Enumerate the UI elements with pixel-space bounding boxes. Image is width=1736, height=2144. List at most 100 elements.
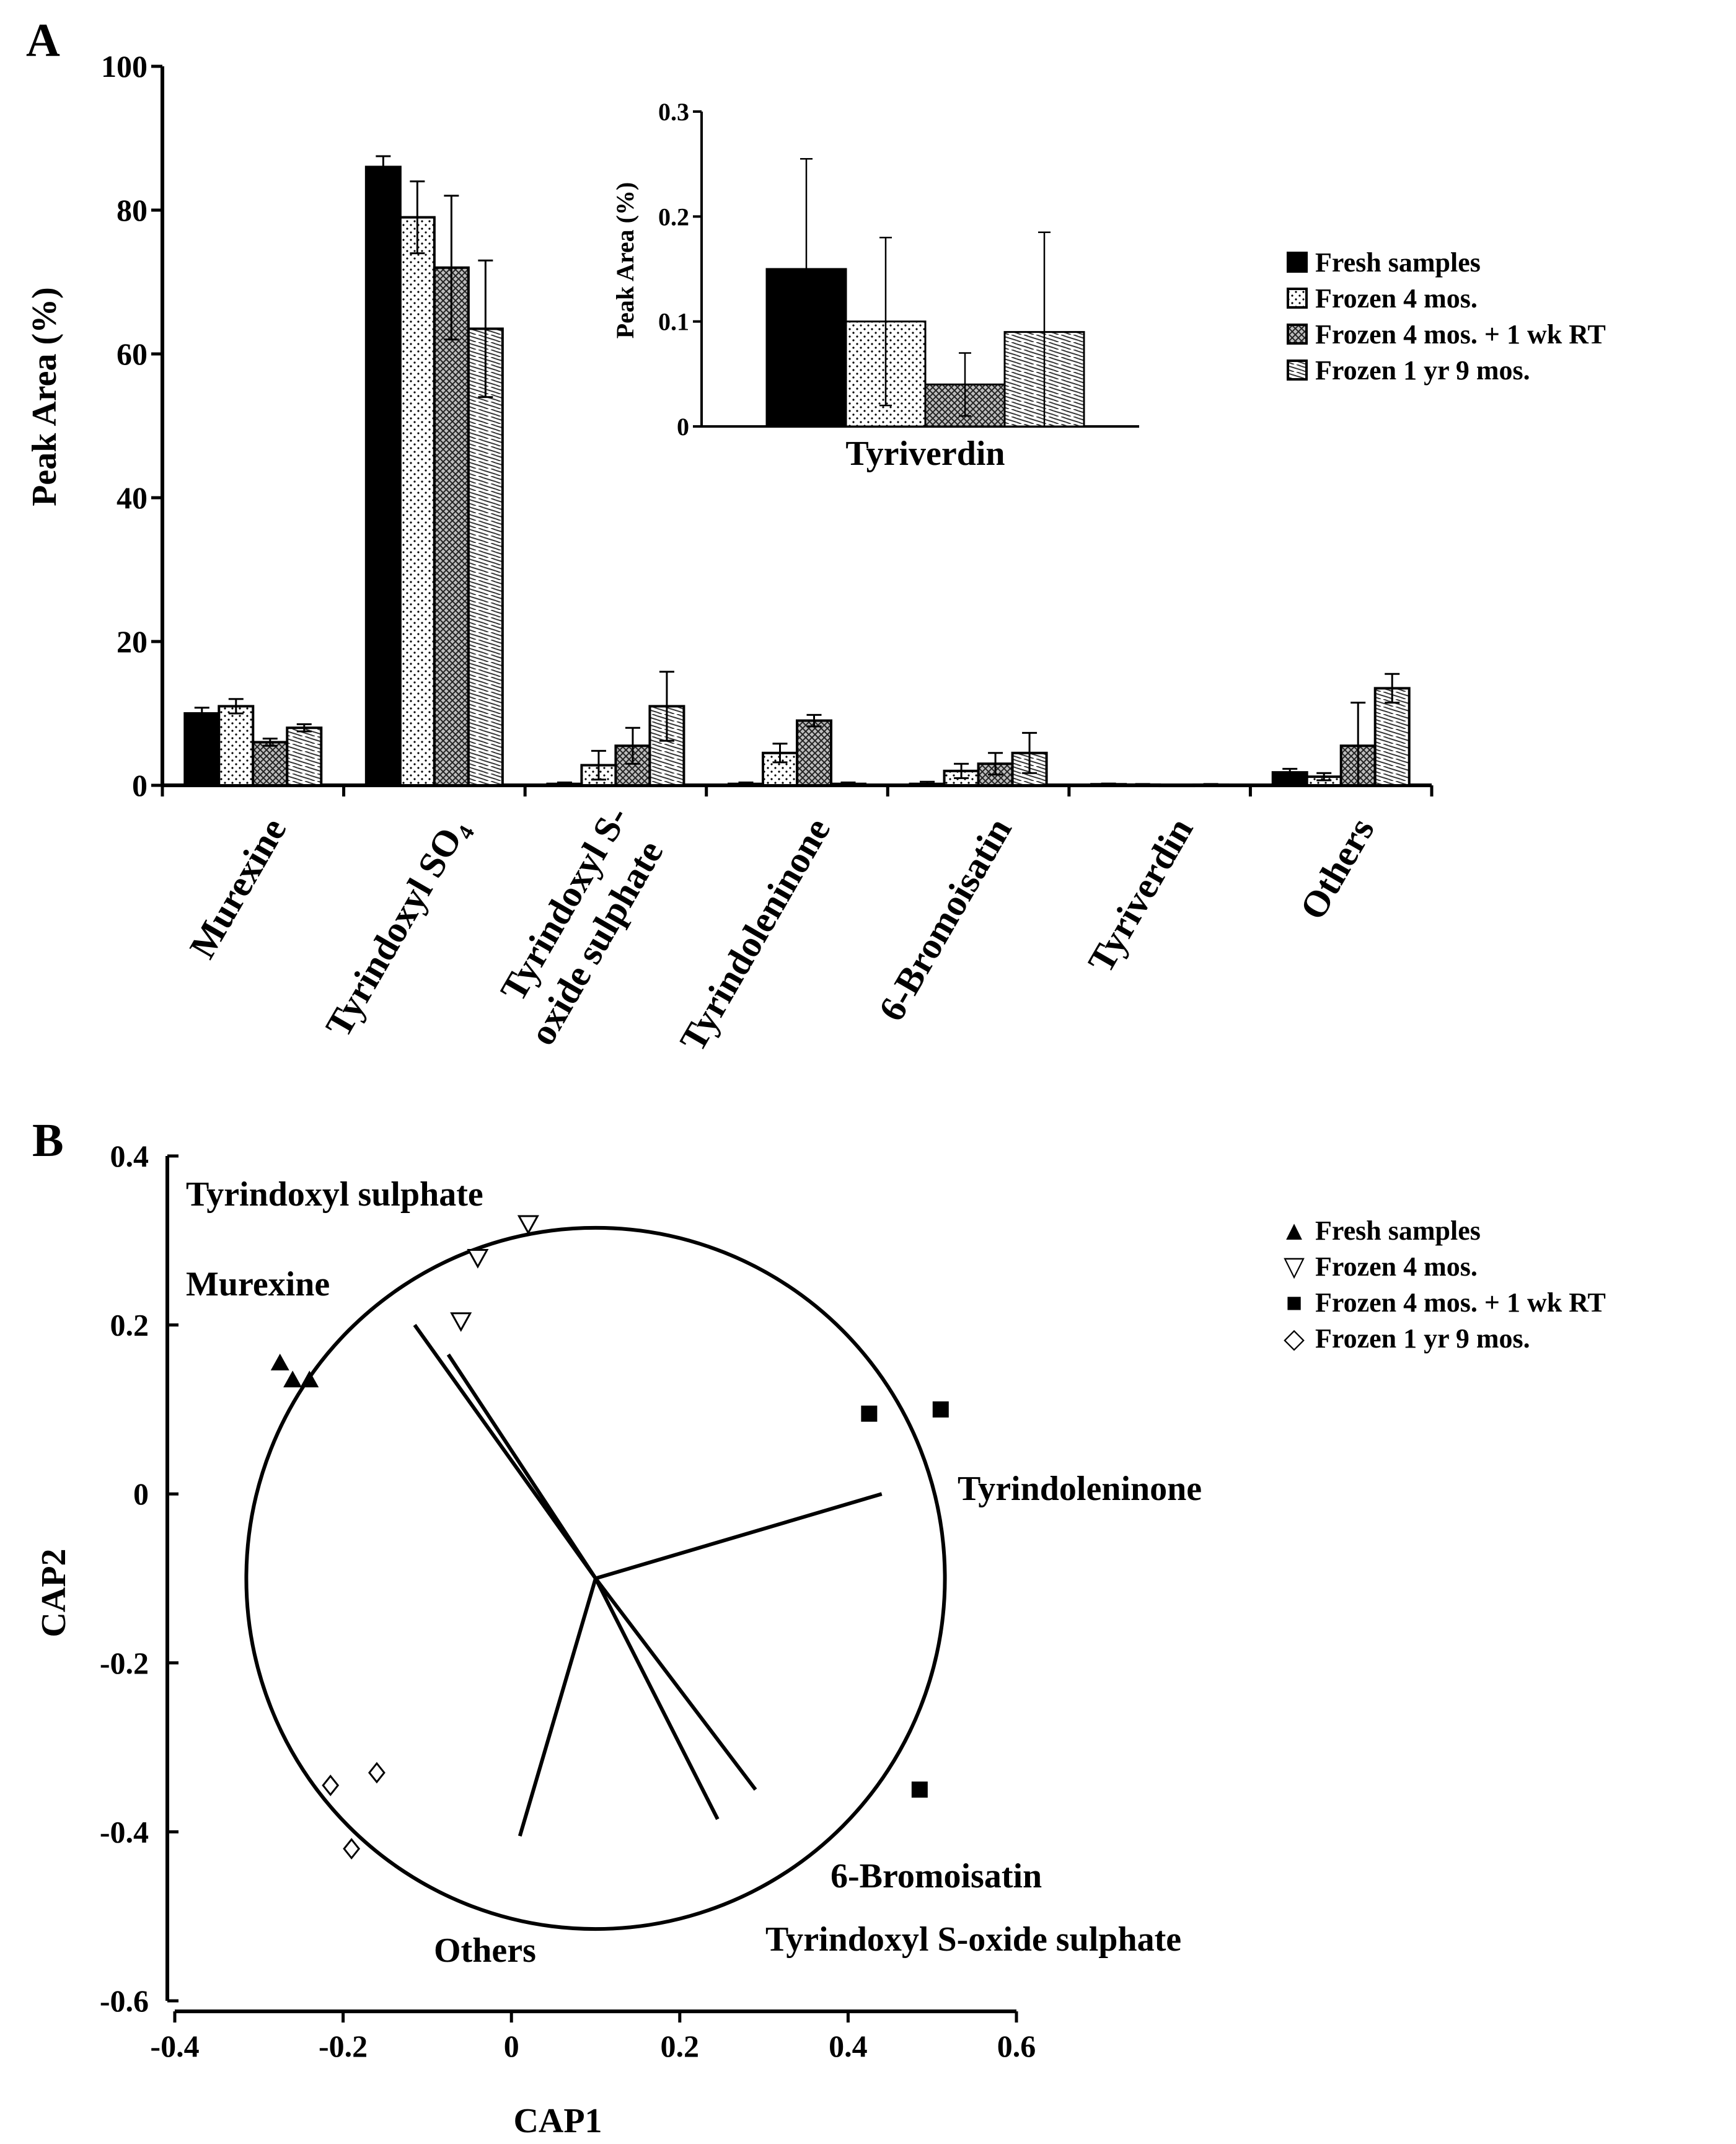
vector-label: Tyrindoleninone	[958, 1470, 1202, 1508]
inset-x-axis-label: Tyriverdin	[845, 435, 1005, 473]
legend-label: Frozen 1 yr 9 mos.	[1315, 355, 1530, 386]
data-point	[322, 1775, 340, 1796]
vector-label: Others	[434, 1931, 536, 1970]
bar-chart-category-label-line: 6-Bromoisatin	[871, 811, 1020, 1028]
data-point	[283, 1370, 302, 1388]
bar-chart-category-label-line: Murexine	[182, 811, 294, 966]
inset-y-axis-label: Peak Area (%)	[611, 182, 639, 339]
inset-y-tick-label: 0	[677, 413, 689, 441]
bar-chart-category-label-line: Tyriverdin	[1080, 811, 1201, 980]
bar-chart-category-label: Tyrindoxyl SO₄	[317, 811, 475, 1043]
bar	[433, 266, 470, 787]
data-point	[300, 1370, 319, 1388]
bar-chart-category-label: Tyrindoleninone	[672, 811, 838, 1059]
inset-chart: 0 0.1 0.2 0.3	[658, 98, 1139, 441]
bar-chart-category-label: Others	[1292, 811, 1381, 927]
bar	[286, 726, 323, 787]
bar-chart-y-tick-label: 100	[101, 49, 148, 84]
legend-swatch	[1287, 324, 1308, 345]
panel-label-a: A	[26, 14, 60, 66]
legend-label: Fresh samples	[1315, 247, 1481, 278]
bar	[796, 719, 832, 787]
cap-plot-y-tick-label: -0.4	[100, 1814, 149, 1849]
legend-swatch	[1287, 360, 1308, 381]
cap-plot-x-axis-label: CAP1	[513, 2102, 602, 2140]
vector-line	[595, 1492, 883, 1581]
data-point	[467, 1249, 489, 1269]
bar	[252, 741, 289, 787]
data-point	[343, 1838, 361, 1860]
data-point	[932, 1401, 949, 1418]
bar-chart-category-label-line: Others	[1292, 811, 1381, 927]
data-point	[861, 1405, 878, 1422]
bar-chart-category-label: Tyrindoxyl S-oxide sulphate	[480, 800, 677, 1052]
vector-line	[518, 1577, 597, 1837]
vector-line	[446, 1353, 597, 1580]
cap-plot-x-tick-label: 0	[504, 2029, 519, 2063]
cap-plot-x-tick-label: 0.6	[997, 2029, 1036, 2063]
bar-chart-y-tick-label: 40	[117, 480, 148, 515]
cap-plot-x-tick-label: 0.2	[661, 2029, 700, 2063]
cap-plot-y-tick-label: -0.2	[100, 1646, 149, 1680]
data-point	[517, 1215, 539, 1235]
bar-chart-category-label-line: Tyrindoleninone	[672, 811, 838, 1059]
bar-chart-category-label: Tyriverdin	[1080, 811, 1201, 980]
cap-plot-y-tick-label: 0.4	[110, 1139, 149, 1173]
legend-marker: ▲	[1280, 1215, 1308, 1246]
panel-label-b: B	[32, 1114, 64, 1167]
cap-plot-x-tick-label: -0.2	[319, 2029, 368, 2063]
bar-chart-category-label: 6-Bromoisatin	[871, 811, 1020, 1028]
bar-chart-y-tick-label: 20	[117, 624, 148, 659]
bar-chart-bars	[183, 155, 1411, 788]
cap-plot-x-tick-label: -0.4	[150, 2029, 199, 2063]
cap-plot-y-tick-label: -0.6	[100, 1983, 149, 2018]
data-point	[270, 1353, 289, 1370]
bar	[467, 327, 504, 787]
bar-chart-y-tick-label: 0	[132, 768, 148, 803]
bar-chart-y-tick-label: 80	[117, 193, 148, 227]
cap-plot-y-tick-label: 0.2	[110, 1308, 149, 1343]
cap-plot-y-axis-label: CAP2	[35, 1548, 73, 1637]
bar-chart-category-labels: Murexine Tyrindoxyl SO₄ Tyrindoxyl S-oxide…	[182, 800, 1382, 1059]
legend-label: Frozen 4 mos.	[1315, 283, 1478, 314]
legend-marker: ◇	[1284, 1323, 1305, 1354]
bar-chart-category-label-line: Tyrindoxyl SO₄	[317, 811, 475, 1043]
bar	[183, 712, 221, 787]
bar-chart-legend: Fresh samples Frozen 4 mos. Frozen 4 mos. …	[1287, 247, 1606, 386]
inset-y-tick-label: 0.2	[658, 203, 689, 231]
cap-plot-points	[270, 1215, 949, 1860]
cap-plot-axes: -0.6-0.4-0.200.20.4-0.4 -0.2 0 0.2 0.4 0.6	[100, 1139, 1036, 2063]
legend-label: Frozen 1 yr 9 mos.	[1315, 1323, 1530, 1354]
vector-label: Murexine	[186, 1265, 330, 1304]
cap-plot-y-tick-label: 0	[133, 1476, 149, 1511]
legend-marker: ■	[1286, 1287, 1303, 1318]
legend-swatch	[1287, 252, 1308, 273]
cap-plot-vectors	[244, 1225, 947, 1931]
data-point	[911, 1781, 928, 1798]
bar-chart-y-axis-label: Peak Area (%)	[25, 287, 64, 506]
data-point	[450, 1312, 472, 1332]
vector-label: Tyrindoxyl sulphate	[186, 1175, 483, 1214]
vector-line	[413, 1323, 597, 1580]
bar	[1373, 687, 1411, 787]
correlation-circle	[244, 1225, 947, 1931]
legend-marker: ▽	[1284, 1251, 1305, 1282]
bar-chart-category-label: Murexine	[182, 811, 294, 966]
cap-plot-vector-labels: Tyrindoxyl sulphate Murexine Tyrindolenino…	[186, 1175, 1202, 1970]
legend-label: Frozen 4 mos. + 1 wk RT	[1315, 319, 1606, 350]
bar-chart-y-tick-label: 60	[117, 337, 148, 371]
legend-label: Frozen 4 mos.	[1315, 1251, 1478, 1282]
vector-line	[594, 1577, 720, 1820]
cap-plot-legend: ▲ Fresh samples ▽ Frozen 4 mos. ■ Frozen 4 mo…	[1280, 1215, 1606, 1354]
data-point	[368, 1762, 386, 1784]
vector-line	[594, 1577, 757, 1791]
vector-label: Tyrindoxyl S-oxide sulphate	[765, 1920, 1181, 1959]
bar	[364, 165, 402, 787]
cap-plot-x-tick-label: 0.4	[829, 2029, 868, 2063]
bar	[218, 705, 255, 787]
legend-label: Fresh samples	[1315, 1215, 1481, 1246]
vector-label: 6-Bromoisatin	[831, 1857, 1042, 1895]
inset-y-tick-label: 0.1	[658, 308, 689, 336]
bar	[399, 216, 436, 787]
